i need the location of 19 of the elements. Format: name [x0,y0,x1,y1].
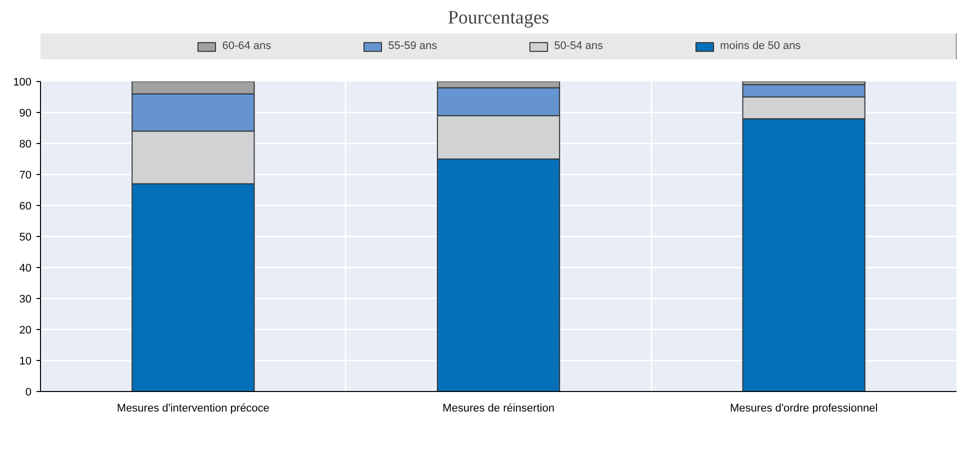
y-tick-label: 60 [19,200,32,212]
y-tick-label: 80 [19,138,32,150]
chart-title: Pourcentages [448,8,550,28]
legend-label: 50-54 ans [554,40,604,52]
legend-label: 55-59 ans [388,40,438,52]
y-tick-label: 30 [19,294,32,306]
y-tick-label: 10 [19,356,32,368]
y-tick-label: 0 [25,386,32,398]
y-tick-label: 90 [19,108,32,120]
y-tick-label: 50 [19,232,32,244]
y-tick-label: 40 [19,262,32,274]
y-tick-label: 100 [13,76,32,88]
legend-label: 60-64 ans [222,40,272,52]
x-tick-label: Mesures d'ordre professionnel [730,402,878,414]
x-tick-label: Mesures de réinsertion [442,402,554,414]
legend-label: moins de 50 ans [720,40,801,52]
y-tick-label: 20 [19,324,32,336]
x-tick-label: Mesures d'intervention précoce [116,402,270,414]
y-tick-label: 70 [19,170,32,182]
